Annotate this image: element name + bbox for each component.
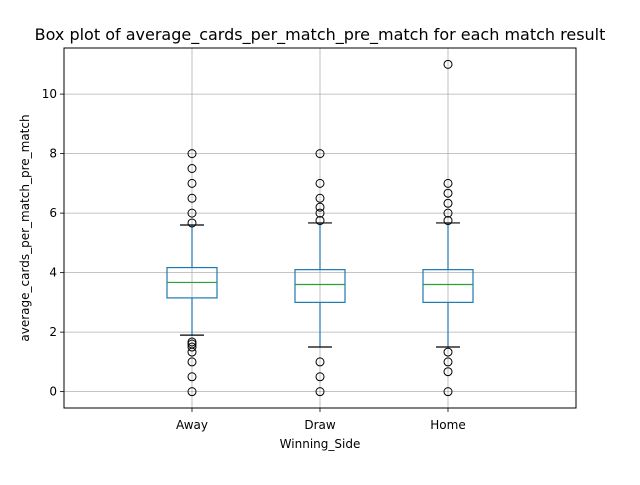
y-tick-label: 10 [42, 87, 57, 101]
outlier-point [187, 208, 197, 218]
outlier-point [187, 357, 197, 367]
x-tick-label: Draw [304, 418, 336, 432]
box-away [166, 149, 218, 397]
outlier-point [443, 198, 453, 208]
outlier-point [187, 387, 197, 397]
iqr-box [294, 269, 346, 303]
boxes [166, 59, 474, 397]
y-tick-label: 2 [49, 325, 57, 339]
outlier-point [443, 216, 453, 226]
chart-title: Box plot of average_cards_per_match_pre_… [35, 25, 606, 45]
outlier-point [315, 372, 325, 382]
outlier-point [443, 59, 453, 69]
outlier-point [187, 149, 197, 159]
outlier-point [315, 202, 325, 212]
box-draw [294, 149, 346, 397]
y-axis-label: average_cards_per_match_pre_match [18, 114, 32, 341]
outlier-point [443, 347, 453, 357]
y-tick-label: 4 [49, 266, 57, 280]
outlier-point [315, 357, 325, 367]
outlier-point [443, 178, 453, 188]
outlier-point [443, 357, 453, 367]
outlier-point [187, 337, 197, 347]
outlier-point [315, 208, 325, 218]
outlier-point [187, 218, 197, 228]
outlier-point [315, 178, 325, 188]
outlier-point [443, 188, 453, 198]
outlier-point [443, 367, 453, 377]
outlier-point [315, 149, 325, 159]
x-tick-label: Home [430, 418, 465, 432]
outlier-point [187, 372, 197, 382]
axes: 0 2 4 6 8 10 Away Draw Home [42, 87, 466, 432]
iqr-box [422, 269, 474, 303]
x-axis-label: Winning_Side [280, 437, 361, 451]
outlier-point [443, 208, 453, 218]
y-tick-label: 0 [49, 385, 57, 399]
outlier-point [187, 178, 197, 188]
x-tick-label: Away [176, 418, 208, 432]
outlier-point [315, 193, 325, 203]
outlier-point [187, 193, 197, 203]
outlier-point [187, 163, 197, 173]
box-home [422, 59, 474, 397]
y-tick-label: 6 [49, 206, 57, 220]
y-tick-label: 8 [49, 147, 57, 161]
outlier-point [443, 387, 453, 397]
outlier-point [315, 216, 325, 226]
outlier-point [187, 339, 197, 349]
outlier-point [187, 342, 197, 352]
outlier-point [315, 387, 325, 397]
